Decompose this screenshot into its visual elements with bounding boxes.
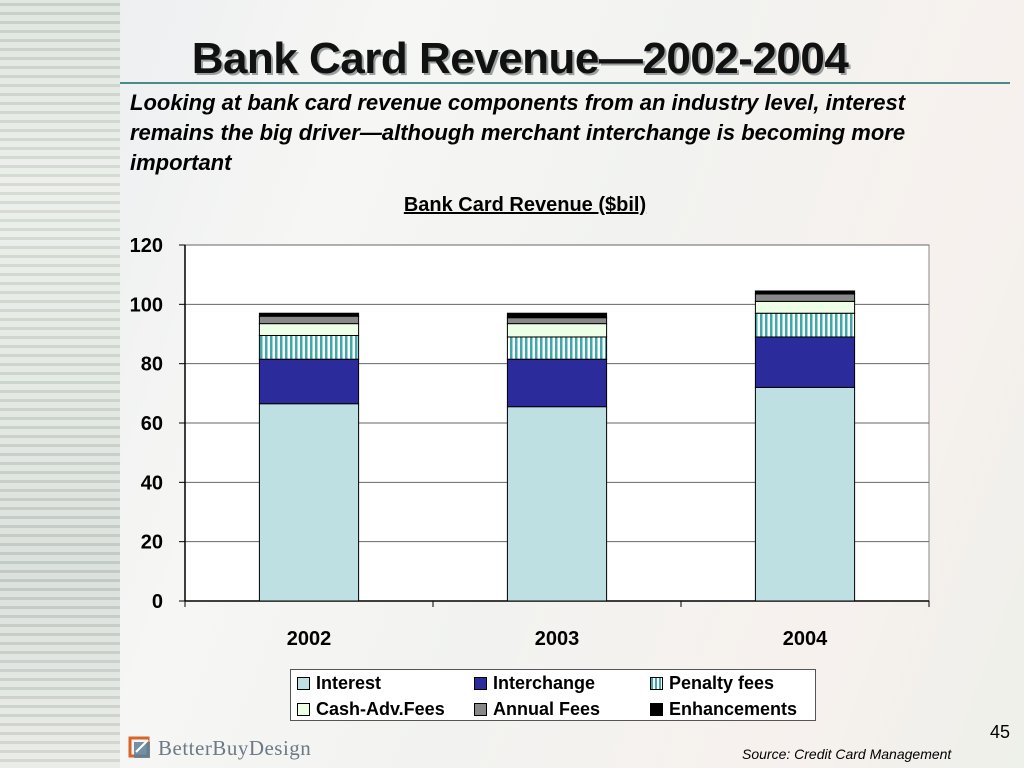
chart-title: Bank Card Revenue ($bil) <box>403 194 647 216</box>
legend-swatch <box>474 676 487 690</box>
bar-penalty-fees-2004 <box>754 312 856 338</box>
source-note: Source: Credit Card Management <box>742 746 952 762</box>
legend-label: Interchange <box>493 672 596 693</box>
x-tick-label: 2004 <box>783 628 828 650</box>
legend-item: Penalty fees <box>650 670 820 696</box>
legend-swatch <box>474 702 487 716</box>
legend-label: Penalty fees <box>669 672 775 693</box>
bar-annual-fees-2002 <box>258 315 360 325</box>
bar-annual-fees-2004 <box>754 293 856 302</box>
bar-interest-2002 <box>258 403 360 602</box>
bar-interchange-2004 <box>754 336 856 388</box>
legend-item: Enhancements <box>650 696 820 722</box>
chart-legend: Interest Interchange Penalty fees Cash-Adv.… <box>290 669 816 721</box>
bar-annual-fees-2003 <box>506 317 608 325</box>
y-tick-label: 80 <box>141 354 163 376</box>
legend-swatch <box>650 676 663 690</box>
bar-cash-adv-fees-2003 <box>506 323 608 338</box>
title-divider <box>120 82 1010 84</box>
bar-enhancements-2004 <box>754 290 856 295</box>
x-tick-label: 2003 <box>535 628 580 650</box>
logo-text: BetterBuyDesign <box>158 735 312 760</box>
bar-interest-2004 <box>754 386 856 602</box>
legend-label: Cash-Adv.Fees <box>316 698 445 719</box>
slide-subtitle: Looking at bank card revenue components … <box>130 90 906 175</box>
y-tick-label: 0 <box>152 591 163 613</box>
y-tick-label: 20 <box>141 532 163 554</box>
bar-interchange-2003 <box>506 358 608 408</box>
legend-item: Annual Fees <box>474 696 650 722</box>
legend-label: Enhancements <box>669 698 798 719</box>
legend-item: Interchange <box>474 670 650 696</box>
legend-label: Interest <box>316 672 382 693</box>
bar-interest-2003 <box>506 406 608 602</box>
legend-swatch <box>650 702 663 716</box>
bar-cash-adv-fees-2004 <box>754 300 856 314</box>
background-decoration <box>0 0 120 768</box>
y-tick-label: 40 <box>141 472 163 494</box>
y-tick-label: 100 <box>130 294 163 316</box>
bar-enhancements-2003 <box>506 312 608 319</box>
logo-icon <box>128 736 152 760</box>
page-title: Bank Card Revenue—2002-2004 <box>191 34 849 83</box>
bar-enhancements-2002 <box>258 312 360 317</box>
page-number: 45 <box>990 722 1011 742</box>
bar-interchange-2002 <box>258 358 360 405</box>
legend-swatch <box>297 702 310 716</box>
bar-cash-adv-fees-2002 <box>258 323 360 336</box>
x-tick-label: 2002 <box>287 628 332 650</box>
y-tick-label: 60 <box>141 413 163 435</box>
y-tick-label: 120 <box>130 235 163 257</box>
legend-swatch <box>297 676 310 690</box>
bar-penalty-fees-2002 <box>258 334 360 360</box>
legend-item: Interest <box>297 670 474 696</box>
bar-penalty-fees-2003 <box>506 336 608 360</box>
brand-logo: BetterBuyDesign <box>128 733 311 763</box>
legend-label: Annual Fees <box>493 698 601 719</box>
legend-item: Cash-Adv.Fees <box>297 696 474 722</box>
